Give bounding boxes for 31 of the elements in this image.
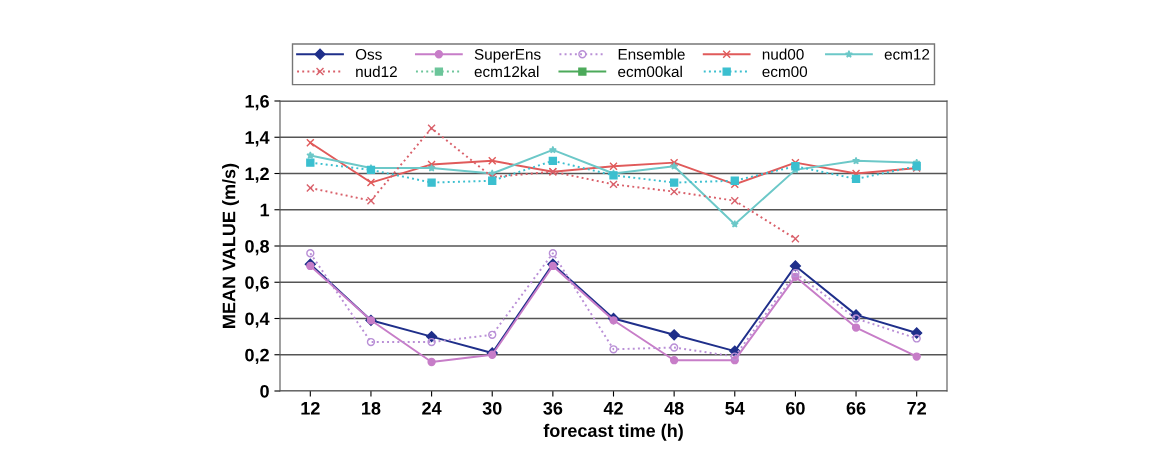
y-tick-label: 1	[260, 203, 270, 217]
x-tick-label: 36	[543, 401, 563, 415]
legend-label: ecm12	[884, 48, 930, 60]
legend-label: ecm00	[762, 66, 808, 78]
legend-label: ecm00kal	[618, 65, 682, 78]
legend-label: nud12	[356, 65, 397, 78]
y-tick-label: 0,2	[245, 348, 269, 365]
x-tick-label: 48	[664, 401, 684, 415]
x-tick-label: 60	[786, 401, 805, 415]
x-tick-label: 18	[362, 401, 381, 415]
x-tick-label: 24	[422, 401, 442, 415]
y-tick-label: 1,6	[245, 94, 269, 111]
legend-label: SuperEns	[474, 48, 541, 63]
legend-label: Oss	[355, 48, 382, 60]
x-tick-label: 30	[482, 401, 502, 415]
y-tick-label: 0,4	[245, 312, 270, 328]
x-tick-label: 54	[725, 402, 745, 415]
x-tick-label: 12	[301, 401, 320, 415]
y-tick-label: 1,4	[245, 131, 270, 147]
x-tick-label: 42	[603, 401, 623, 415]
x-axis-title: forecast time (h)	[543, 423, 683, 441]
x-tick-label: 66	[846, 401, 866, 415]
legend-label: nud00	[762, 48, 804, 60]
y-axis-title: MEAN VALUE (m/s)	[222, 163, 239, 328]
y-tick-label: 0,6	[245, 276, 269, 292]
x-tick-label: 72	[907, 401, 926, 415]
y-tick-label: 1,2	[245, 167, 269, 183]
y-tick-label: 0,8	[245, 239, 270, 256]
legend-label: Ensemble	[618, 48, 685, 60]
legend-label: ecm12kal	[474, 65, 539, 78]
y-tick-label: 0	[260, 384, 269, 398]
